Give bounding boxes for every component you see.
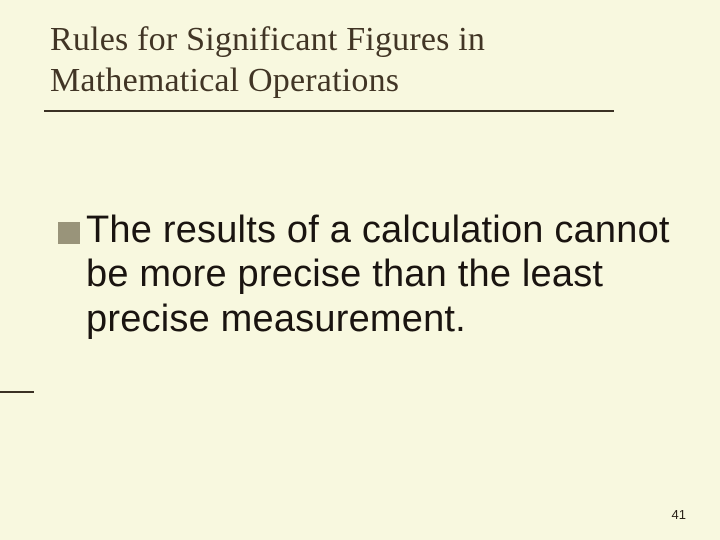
slide-title: Rules for Significant Figures in Mathema… xyxy=(50,20,680,102)
title-line-1: Rules for Significant Figures in xyxy=(50,21,485,58)
slide-body: The results of a calculation cannot be m… xyxy=(50,208,680,342)
left-accent-rule xyxy=(0,391,34,393)
title-line-2: Mathematical Operations xyxy=(50,62,399,99)
square-bullet-icon xyxy=(58,222,80,244)
slide: Rules for Significant Figures in Mathema… xyxy=(0,0,720,540)
title-underline xyxy=(44,110,614,112)
body-text: The results of a calculation cannot be m… xyxy=(86,208,680,342)
page-number: 41 xyxy=(672,507,686,522)
list-item: The results of a calculation cannot be m… xyxy=(58,208,680,342)
